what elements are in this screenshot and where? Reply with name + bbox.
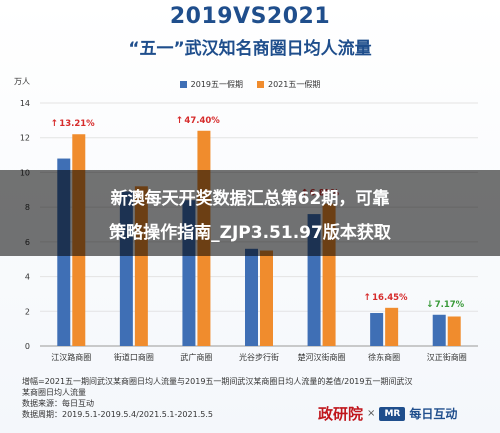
footnote-source: 数据来源：每日互动: [22, 399, 94, 408]
y-tick-label: 4: [25, 273, 30, 282]
growth-label: 7.17%: [435, 300, 465, 310]
overlay-text-line-1: 新澳每天开奖数据汇总第62期，可靠: [110, 189, 390, 209]
bar-2019: [432, 314, 446, 346]
x-tick-label: 汉正街商圈: [427, 352, 467, 362]
bar-2019: [370, 313, 384, 346]
chart-title: 2019VS2021: [169, 4, 331, 29]
brand-meiri-name: 每日互动: [409, 407, 458, 421]
brand-meiri-logo-icon: MR: [379, 406, 406, 421]
x-tick-label: 楚河汉街商圈: [298, 352, 346, 362]
footnote-line-1: 增幅=2021五一期间武汉某商圈日均人流量与2019五一期间武汉某商圈日均人流量…: [22, 377, 413, 386]
footnote-line-2: 某商圈日均人流量: [22, 388, 86, 397]
growth-label: 47.40%: [184, 116, 220, 126]
brand-zhengyanyuan-logo: 政研院: [318, 405, 364, 423]
x-tick-label: 光谷步行街: [239, 352, 279, 362]
legend-swatch-2019: [179, 81, 187, 88]
x-tick-label: 街道口商圈: [114, 352, 154, 362]
x-tick-label: 徐东商圈: [368, 352, 400, 362]
legend-item-2021: 2021五一假期: [257, 79, 320, 90]
y-unit-label: 万人: [14, 77, 30, 86]
brand-separator: ×: [367, 408, 376, 419]
bar-2021: [385, 307, 399, 346]
y-tick-label: 2: [25, 307, 30, 316]
legend-item-2019: 2019五一假期: [179, 79, 243, 90]
growth-label: 13.21%: [59, 119, 95, 129]
footnote-period: 数据周期：2019.5.1-2019.5.4/2021.5.1-2021.5.5: [22, 410, 213, 419]
bar-2021: [260, 250, 273, 346]
legend-label-2021: 2021五一假期: [268, 80, 321, 89]
growth-label: 16.45%: [372, 293, 408, 303]
chart-subtitle: “五一”武汉知名商圈日均人流量: [128, 39, 372, 59]
x-tick-label: 江汉路商圈: [51, 352, 91, 362]
y-tick-label: 0: [25, 342, 30, 351]
overlay-text-line-2: 策略操作指南_ZJP3.51.97版本获取: [109, 223, 391, 243]
legend-swatch-2021: [257, 81, 264, 88]
legend-label-2019: 2019五一假期: [190, 80, 243, 89]
arrow-up-icon: ↑: [363, 293, 371, 303]
bar-2019: [245, 248, 258, 346]
x-tick-label: 武广商圈: [180, 352, 212, 362]
y-tick-label: 14: [20, 99, 30, 108]
arrow-up-icon: ↑: [176, 116, 184, 126]
bar-2021: [447, 316, 461, 346]
promo-overlay: [0, 170, 500, 256]
arrow-up-icon: ↑: [51, 119, 59, 129]
arrow-down-icon: ↓: [426, 300, 434, 310]
y-tick-label: 12: [20, 134, 30, 143]
brand-row: 政研院 × MR 每日互动: [318, 403, 457, 424]
legend: 2019五一假期 2021五一假期: [0, 79, 500, 90]
